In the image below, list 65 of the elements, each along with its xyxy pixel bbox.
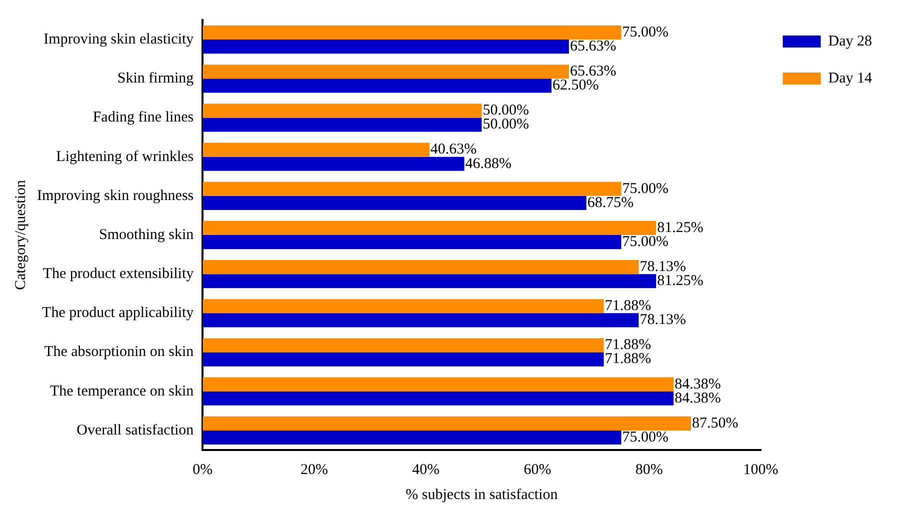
y-tick-label: The absorptionin on skin: [44, 344, 194, 360]
data-label: 75.00%: [622, 24, 668, 40]
data-label: 50.00%: [482, 116, 529, 133]
bar: [202, 118, 482, 132]
x-tick-label: 80%: [635, 462, 663, 478]
x-tick-label: 20%: [300, 462, 328, 478]
bar: [202, 274, 656, 288]
data-label: 87.50%: [692, 415, 738, 432]
bar: [202, 64, 569, 79]
data-label: 78.13%: [640, 312, 686, 328]
x-tick-label: 60%: [524, 462, 552, 478]
data-label: 75.00%: [622, 234, 668, 250]
bar: [202, 377, 674, 392]
bar: [202, 391, 674, 406]
data-label: 50.00%: [482, 102, 529, 119]
y-tick-label: The product extensibility: [42, 266, 194, 282]
bar: [202, 338, 604, 352]
y-axis-title: Category/question: [12, 180, 29, 290]
bar: [202, 220, 656, 235]
legend-label: Day 28: [828, 33, 872, 50]
bar: [202, 196, 586, 210]
x-axis-title: % subjects in satisfaction: [406, 486, 558, 503]
y-tick-label: Skin firming: [117, 70, 194, 87]
data-label: 81.25%: [657, 273, 704, 290]
data-label: 65.63%: [570, 64, 616, 80]
data-label: 68.75%: [587, 194, 634, 211]
y-tick-label: The product applicability: [42, 305, 194, 322]
y-tick-label: Smoothing skin: [99, 226, 194, 243]
data-label: 84.38%: [674, 390, 721, 406]
y-tick-label: Fading fine lines: [92, 110, 194, 126]
data-label: 81.25%: [657, 220, 704, 236]
data-label: 75.00%: [622, 429, 668, 446]
data-label: 78.13%: [640, 258, 686, 275]
bar: [202, 40, 569, 54]
bar: [202, 235, 622, 250]
legend-label: Day 14: [828, 70, 872, 86]
data-label: 75.00%: [622, 180, 668, 197]
x-tick-label: 100%: [743, 462, 778, 478]
bar: [202, 104, 482, 118]
bar: [202, 352, 604, 366]
bar: [202, 78, 552, 93]
data-label: 65.63%: [570, 38, 616, 55]
data-label: 71.88%: [604, 298, 652, 314]
bar: [202, 25, 622, 40]
y-tick-label: Improving skin roughness: [36, 188, 194, 204]
bar: [202, 416, 691, 430]
data-label: 62.50%: [552, 78, 599, 94]
y-tick-label: The temperance on skin: [50, 383, 194, 400]
data-label: 40.63%: [430, 142, 477, 158]
bar: [202, 313, 639, 328]
data-label: 84.38%: [674, 376, 721, 392]
bar: [202, 430, 622, 445]
bar: [202, 299, 604, 314]
y-tick-label: Improving skin elasticity: [44, 31, 194, 48]
data-label: 46.88%: [465, 156, 512, 172]
data-label: 71.88%: [604, 351, 652, 368]
y-tick-label: Overall satisfaction: [76, 422, 194, 438]
x-tick-label: 40%: [412, 462, 440, 478]
x-tick-label: 0%: [192, 462, 213, 478]
y-tick-label: Lightening of wrinkles: [56, 148, 194, 165]
data-label: 71.88%: [604, 337, 652, 354]
bar: [202, 156, 464, 171]
bar: [202, 142, 430, 157]
bar: [202, 182, 622, 196]
bar: [202, 260, 639, 274]
